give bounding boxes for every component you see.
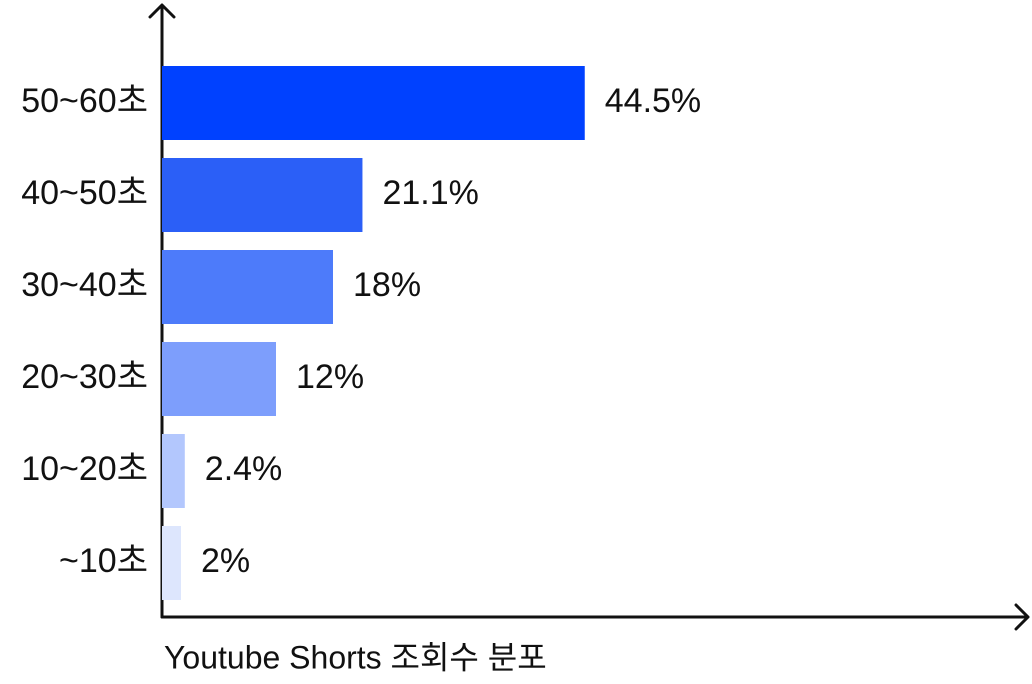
bar bbox=[162, 158, 363, 232]
value-label: 18% bbox=[353, 266, 421, 304]
bar bbox=[162, 66, 585, 140]
bar bbox=[162, 342, 276, 416]
bar bbox=[162, 526, 181, 600]
chart-title: Youtube Shorts 조회수 분포 bbox=[164, 639, 547, 675]
value-label: 21.1% bbox=[382, 174, 478, 212]
x-axis bbox=[160, 603, 1030, 631]
bar bbox=[162, 250, 333, 324]
category-label: 40~50초 bbox=[21, 174, 148, 212]
category-label: 50~60초 bbox=[21, 82, 148, 120]
category-label: 20~30초 bbox=[21, 358, 148, 396]
category-label: 30~40초 bbox=[21, 266, 148, 304]
category-label: 10~20초 bbox=[21, 450, 148, 488]
value-label: 44.5% bbox=[605, 82, 701, 120]
value-label: 2.4% bbox=[205, 450, 282, 488]
value-label: 2% bbox=[201, 542, 250, 580]
value-label: 12% bbox=[296, 358, 364, 396]
category-label: ~10초 bbox=[59, 542, 148, 580]
bar bbox=[162, 434, 185, 508]
